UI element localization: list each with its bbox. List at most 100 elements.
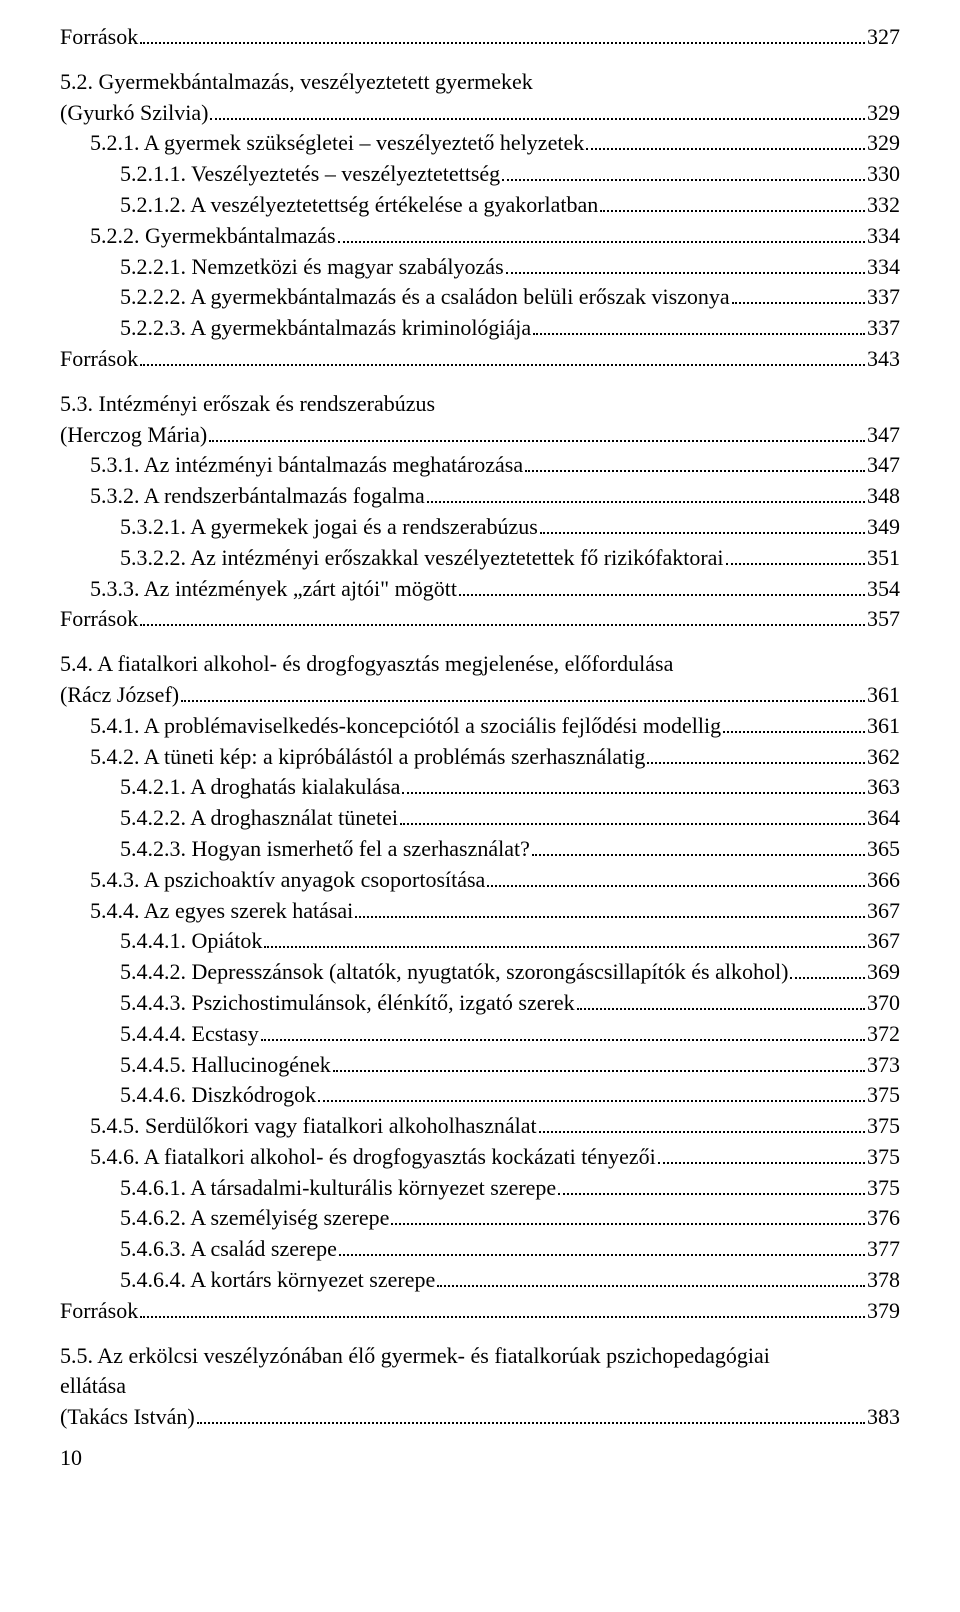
toc-entry-page: 357 [867, 604, 900, 635]
toc-leader-dots [339, 1240, 865, 1256]
toc-entry: 5.3.2.2. Az intézményi erőszakkal veszél… [60, 543, 900, 574]
toc-entry: 5.3.2.1. A gyermekek jogai és a rendszer… [60, 512, 900, 543]
toc-leader-dots [140, 1302, 865, 1318]
toc-entry: (Takács István)383 [60, 1402, 900, 1433]
toc-entry-label: 5.3.2. A rendszerbántalmazás fogalma [90, 481, 425, 512]
toc-entry-page: 378 [867, 1265, 900, 1296]
toc-entry-page: 334 [867, 221, 900, 252]
toc-entry-label: 5.3.3. Az intézmények „zárt ajtói" mögöt… [90, 574, 457, 605]
toc-leader-dots [264, 932, 865, 948]
toc-entry-page: 375 [867, 1173, 900, 1204]
toc-entry-page: 332 [867, 190, 900, 221]
toc-entry: 5.4.6. A fiatalkori alkohol- és drogfogy… [60, 1142, 900, 1173]
toc-leader-dots [181, 686, 865, 702]
toc-leader-dots [437, 1271, 865, 1287]
toc-entry: 5.4.6.3. A család szerepe377 [60, 1234, 900, 1265]
toc-leader-dots [209, 425, 865, 441]
toc-entry-page: 375 [867, 1111, 900, 1142]
toc-entry-label: (Takács István) [60, 1402, 195, 1433]
toc-entry-label: 5.4.2.1. A droghatás kialakulása [120, 772, 400, 803]
toc-entry: 5.4.1. A problémaviselkedés-koncepciótól… [60, 711, 900, 742]
toc-entry: 5.4.4.2. Depresszánsok (altatók, nyugtat… [60, 957, 900, 988]
toc-entry-page: 375 [867, 1080, 900, 1111]
toc-entry-page: 372 [867, 1019, 900, 1050]
toc-leader-dots [647, 747, 865, 763]
toc-leader-dots [427, 487, 865, 503]
toc-entry-page: 349 [867, 512, 900, 543]
toc-entry-label: 5.2.2.1. Nemzetközi és magyar szabályozá… [120, 252, 504, 283]
toc-entry-label: 5.2.1.1. Veszélyeztetés – veszélyeztetet… [120, 159, 500, 190]
toc-entry: 5.2.1.2. A veszélyeztetettség értékelése… [60, 190, 900, 221]
toc-entry-label: Források [60, 344, 138, 375]
toc-leader-dots [400, 809, 865, 825]
toc-entry-label: 5.4.4.4. Ecstasy [120, 1019, 259, 1050]
toc-leader-dots [391, 1209, 865, 1225]
toc-leader-dots [402, 778, 865, 794]
toc-leader-dots [558, 1178, 865, 1194]
toc-entry-label: (Rácz József) [60, 680, 179, 711]
toc-leader-dots [338, 226, 865, 242]
toc-entry-page: 369 [867, 957, 900, 988]
page-number: 10 [60, 1443, 900, 1474]
toc-entry-page: 327 [867, 22, 900, 53]
toc-leader-dots [333, 1055, 865, 1071]
toc-entry-page: 361 [867, 711, 900, 742]
toc-leader-dots [540, 518, 865, 534]
toc-entry-page: 337 [867, 313, 900, 344]
toc-entry: 5.3.2. A rendszerbántalmazás fogalma 348 [60, 481, 900, 512]
toc-entry-label: Források [60, 604, 138, 635]
toc-leader-dots [539, 1117, 865, 1133]
toc-entry: Források379 [60, 1296, 900, 1327]
toc-entry: Források327 [60, 22, 900, 53]
toc-entry-page: 337 [867, 282, 900, 313]
toc-entry: 5.4.3. A pszichoaktív anyagok csoportosí… [60, 865, 900, 896]
toc-leader-dots [723, 716, 865, 732]
toc-entry-page: 330 [867, 159, 900, 190]
toc-entry: 5.4.4.4. Ecstasy 372 [60, 1019, 900, 1050]
toc-leader-dots [318, 1086, 865, 1102]
toc-entry-label: 5.4. A fiatalkori alkohol- és drogfogyas… [60, 649, 673, 680]
toc-leader-dots [658, 1148, 865, 1164]
toc-leader-dots [790, 963, 865, 979]
toc-entry: (Rácz József) 361 [60, 680, 900, 711]
toc-entry-page: 377 [867, 1234, 900, 1265]
toc-entry-label: 5.4.5. Serdülőkori vagy fiatalkori alkoh… [90, 1111, 537, 1142]
toc-entry-page: 334 [867, 252, 900, 283]
toc-entry: 5.2.2. Gyermekbántalmazás334 [60, 221, 900, 252]
toc-entry-label: 5.4.2.2. A droghasználat tünetei [120, 803, 398, 834]
toc-entry-page: 366 [867, 865, 900, 896]
toc-entry-page: 367 [867, 896, 900, 927]
toc-entry-page: 365 [867, 834, 900, 865]
toc-entry: 5.4.4.1. Opiátok367 [60, 926, 900, 957]
toc-entry: 5.4.4.3. Pszichostimulánsok, élénkítő, i… [60, 988, 900, 1019]
toc-entry-label: (Herczog Mária) [60, 420, 207, 451]
toc-entry-label: 5.4.4.1. Opiátok [120, 926, 262, 957]
toc-entry-label: 5.4.2.3. Hogyan ismerhető fel a szerhasz… [120, 834, 530, 865]
toc-entry-page: 354 [867, 574, 900, 605]
toc-entry: 5.2.1. A gyermek szükségletei – veszélye… [60, 128, 900, 159]
toc-entry-page: 363 [867, 772, 900, 803]
toc-entry-label: 5.4.3. A pszichoaktív anyagok csoportosí… [90, 865, 485, 896]
toc-leader-dots [525, 456, 865, 472]
toc-entry-label: ellátása [60, 1371, 126, 1402]
toc-leader-dots [502, 165, 865, 181]
toc-entry-page: 348 [867, 481, 900, 512]
toc-entry-label: 5.2.2.3. A gyermekbántalmazás kriminológ… [120, 313, 531, 344]
toc-entry-label: 5.4.4. Az egyes szerek hatásai [90, 896, 353, 927]
toc-entry: 5.4.4. Az egyes szerek hatásai 367 [60, 896, 900, 927]
toc-entry-label: 5.4.6.1. A társadalmi-kulturális környez… [120, 1173, 556, 1204]
toc-entry-page: 329 [867, 128, 900, 159]
toc-entry-label: 5.2. Gyermekbántalmazás, veszélyeztetett… [60, 67, 533, 98]
toc-leader-dots [506, 257, 865, 273]
toc-entry-label: Források [60, 1296, 138, 1327]
toc-entry: 5.3.1. Az intézményi bántalmazás meghatá… [60, 450, 900, 481]
toc-entry-label: 5.5. Az erkölcsi veszélyzónában élő gyer… [60, 1341, 770, 1372]
toc-entry: 5.4.5. Serdülőkori vagy fiatalkori alkoh… [60, 1111, 900, 1142]
toc-entry: Források343 [60, 344, 900, 375]
toc-entry-page: 361 [867, 680, 900, 711]
toc-entry-label: 5.4.4.2. Depresszánsok (altatók, nyugtat… [120, 957, 788, 988]
toc-entry-label: 5.4.1. A problémaviselkedés-koncepciótól… [90, 711, 721, 742]
toc-entry-label: 5.4.6.4. A kortárs környezet szerepe [120, 1265, 435, 1296]
toc-leader-dots [355, 901, 865, 917]
toc-entry: 5.4.6.2. A személyiség szerepe376 [60, 1203, 900, 1234]
